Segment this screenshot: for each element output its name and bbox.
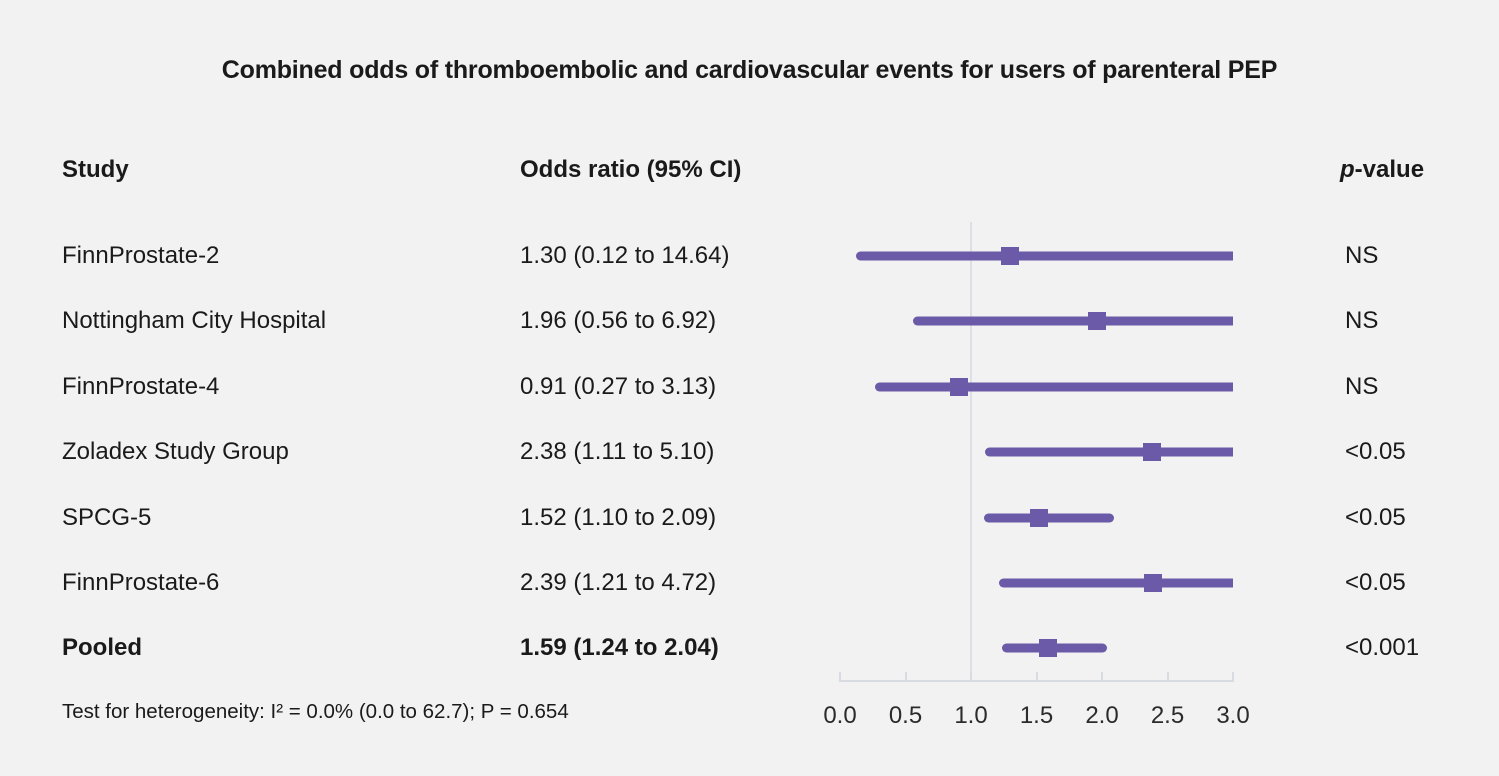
x-axis-tick-label: 0.5 [888, 702, 923, 729]
odds-ratio-marker [1039, 639, 1058, 658]
odds-ratio-marker [1144, 574, 1163, 592]
p-value-header-italic-p: p [1340, 156, 1355, 183]
odds-ratio-marker [1087, 312, 1106, 331]
x-axis-tick [1166, 672, 1169, 680]
study-label: SPCG-5 [62, 503, 152, 531]
odds-ratio-label: 2.38 (1.11 to 5.10) [520, 438, 715, 466]
confidence-interval-line [985, 447, 1233, 457]
odds-ratio-label: 0.91 (0.27 to 3.13) [520, 372, 717, 400]
confidence-interval-line [998, 578, 1233, 588]
x-axis-tick [1035, 672, 1038, 680]
x-axis-tick-label: 3.0 [1216, 702, 1250, 729]
p-value-label: NS [1345, 372, 1379, 400]
x-axis-tick [970, 672, 972, 680]
study-label: FinnProstate-4 [62, 372, 220, 400]
p-value-label: NS [1345, 307, 1379, 335]
odds-ratio-label: 1.52 (1.10 to 2.09) [520, 503, 717, 531]
x-axis-baseline [839, 680, 1234, 682]
x-axis-tick [1232, 672, 1234, 680]
x-axis-tick-label: 0.0 [823, 702, 857, 729]
study-label: Nottingham City Hospital [62, 307, 327, 335]
x-axis-tick-label: 2.5 [1150, 702, 1185, 729]
p-value-label: <0.001 [1345, 634, 1420, 662]
confidence-interval-line [913, 316, 1233, 326]
x-axis-tick [1101, 672, 1103, 680]
odds-ratio-label: 2.39 (1.21 to 4.72) [520, 569, 717, 596]
study-label: Zoladex Study Group [62, 438, 289, 466]
odds-ratio-label: 1.30 (0.12 to 14.64) [520, 242, 730, 269]
chart-title: Combined odds of thromboembolic and card… [221, 56, 1278, 84]
p-value-label: <0.05 [1345, 569, 1406, 596]
x-axis-tick [904, 672, 907, 680]
odds-ratio-label: 1.96 (0.56 to 6.92) [520, 307, 717, 335]
column-header-odds-ratio: Odds ratio (95% CI) [520, 156, 742, 183]
x-axis-tick-label: 1.0 [954, 702, 988, 729]
study-label: Pooled [62, 634, 143, 662]
confidence-interval-line [875, 382, 1233, 392]
x-axis-tick-label: 2.0 [1085, 702, 1119, 729]
study-label: FinnProstate-2 [62, 242, 220, 269]
study-label: FinnProstate-6 [62, 569, 220, 596]
column-header-study: Study [62, 156, 129, 183]
odds-ratio-label: 1.59 (1.24 to 2.04) [520, 634, 719, 662]
confidence-interval-line [855, 251, 1233, 261]
p-value-label: NS [1345, 242, 1379, 269]
odds-ratio-marker [950, 377, 969, 396]
column-header-p-value: p-value [1340, 156, 1424, 184]
x-axis-tick [839, 672, 841, 680]
confidence-interval-line [984, 513, 1114, 523]
p-value-label: <0.05 [1345, 503, 1406, 531]
odds-ratio-marker [1001, 247, 1020, 265]
x-axis-tick-label: 1.5 [1019, 702, 1054, 729]
reference-line [970, 222, 972, 680]
p-value-label: <0.05 [1345, 438, 1406, 466]
heterogeneity-footnote: Test for heterogeneity: I² = 0.0% (0.0 t… [62, 700, 569, 723]
p-value-header-rest: -value [1354, 156, 1425, 183]
odds-ratio-marker [1030, 508, 1049, 527]
odds-ratio-marker [1142, 443, 1161, 462]
